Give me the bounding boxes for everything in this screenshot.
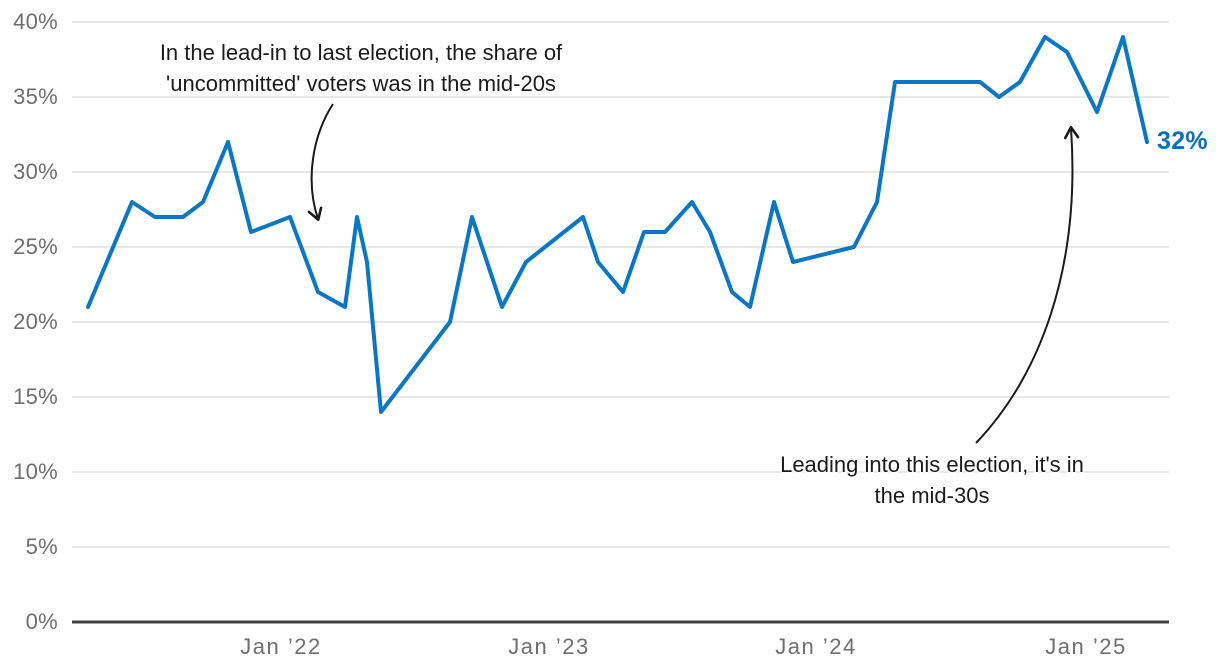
data-line: [86, 35, 1149, 414]
y-axis-label: 15%: [13, 384, 58, 409]
x-axis-label: Jan ’22: [240, 634, 322, 659]
annotation-line: the mid-30s: [874, 483, 990, 508]
y-axis-label: 10%: [13, 459, 58, 484]
y-axis-label: 5%: [25, 534, 58, 559]
gridlines-group: [72, 21, 1169, 624]
y-axis-label: 35%: [13, 84, 58, 109]
y-axis-label: 0%: [25, 609, 58, 634]
y-axis-label: 30%: [13, 159, 58, 184]
x-axis-label: Jan ’23: [508, 634, 590, 659]
curved-arrow-down-icon: [307, 103, 334, 222]
annotation-lead-in-last-election: In the lead-in to last election, the sha…: [61, 37, 661, 99]
latest-value-label: 32%: [1157, 127, 1208, 155]
y-axis-label: 20%: [13, 309, 58, 334]
annotation-line: Leading into this election, it's in: [780, 452, 1084, 477]
x-axis-label: Jan ’25: [1045, 634, 1127, 659]
x-axis-label: Jan ’24: [775, 634, 857, 659]
annotation-leading-into-this-election: Leading into this election, it's in the …: [682, 449, 1182, 511]
curved-arrow-up-icon: [975, 125, 1080, 444]
annotation-line: In the lead-in to last election, the sha…: [159, 40, 563, 65]
annotation-line: 'uncommitted' voters was in the mid-20s: [166, 71, 556, 96]
y-axis-label: 40%: [13, 9, 58, 34]
y-axis-label: 25%: [13, 234, 58, 259]
